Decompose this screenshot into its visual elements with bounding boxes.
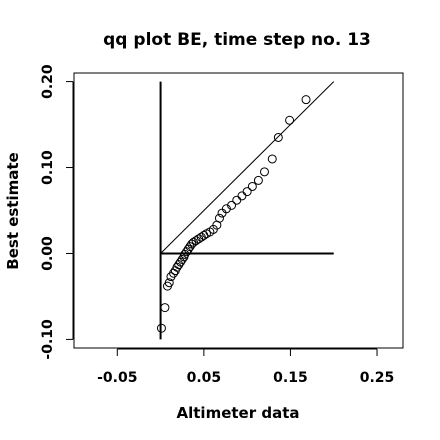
x-tick-label: 0.15 (273, 370, 308, 386)
data-point (253, 175, 263, 185)
plot-frame (73, 72, 404, 349)
data-point (259, 167, 269, 177)
x-axis: -0.05 0.05 0.15 0.25 (97, 348, 395, 386)
identity-line (160, 81, 335, 254)
data-point (237, 191, 247, 201)
y-tick-label: 0.10 (40, 150, 56, 185)
data-point (164, 278, 174, 288)
data-point (160, 303, 170, 313)
y-tick-label: 0.20 (40, 64, 56, 99)
data-point (267, 154, 277, 164)
data-point (227, 200, 237, 210)
data-point (177, 254, 187, 264)
y-axis: -0.10 0.00 0.10 0.20 (40, 64, 74, 360)
chart-title: qq plot BE, time step no. 13 (103, 30, 371, 50)
data-points (156, 95, 311, 333)
y-axis-label: Best estimate (4, 152, 22, 269)
x-axis-label: Altimeter data (177, 404, 300, 422)
y-tick-label: -0.10 (40, 319, 56, 360)
data-point (301, 95, 311, 105)
y-tick-label: 0.00 (40, 236, 56, 271)
reference-lines (159, 81, 335, 340)
data-point (285, 115, 295, 125)
data-point (247, 181, 257, 191)
x-tick-label: -0.05 (97, 370, 137, 386)
x-tick-label: 0.05 (187, 370, 222, 386)
data-point (156, 323, 166, 333)
data-point (232, 195, 242, 205)
x-tick-label: 0.25 (360, 370, 395, 386)
data-point (273, 132, 283, 142)
data-point (214, 213, 224, 223)
data-point (242, 187, 252, 197)
